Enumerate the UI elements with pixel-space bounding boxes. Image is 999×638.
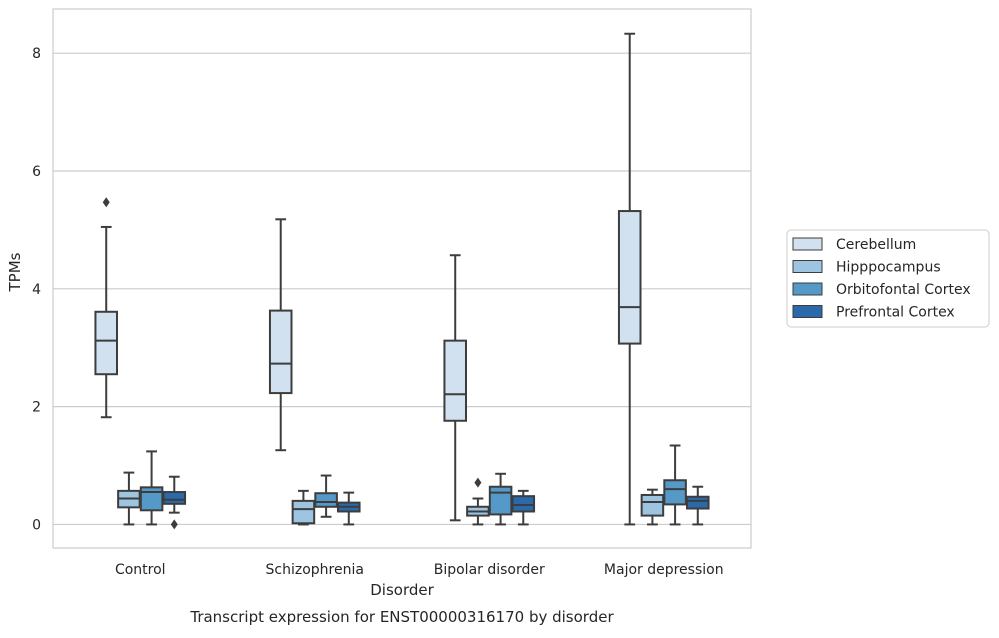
box-plot (139, 450, 164, 526)
box (511, 495, 536, 513)
y-axis-label: TPMs (6, 252, 24, 292)
box-plot (488, 472, 513, 526)
legend-label: Hipppocampus (836, 260, 941, 276)
legend-swatch (792, 237, 823, 251)
x-tick-label: Schizophrenia (266, 562, 364, 578)
y-tick-label: 0 (32, 517, 41, 533)
box-plot (617, 32, 642, 526)
box-plot (94, 197, 118, 419)
series-hipppocampus (117, 471, 665, 526)
box (162, 491, 187, 505)
box (640, 493, 665, 517)
legend-label: Orbitofontal Cortex (836, 282, 971, 298)
legend-swatch (792, 282, 823, 296)
box (663, 479, 687, 506)
legend-item: Hipppocampus (792, 260, 941, 276)
box (488, 485, 513, 516)
outlier-marker (102, 197, 110, 208)
legend-label: Prefrontal Cortex (836, 305, 955, 321)
y-tick-label: 4 (32, 282, 41, 298)
box-plot (117, 471, 141, 526)
legend-swatch (792, 260, 823, 273)
box (314, 492, 338, 508)
legend-frame (786, 229, 990, 328)
x-tick-label: Major depression (604, 562, 724, 578)
box-plot (640, 488, 665, 526)
x-tick-label: Bipolar disorder (434, 562, 545, 578)
box-plot (511, 489, 536, 526)
box-plot (268, 218, 293, 452)
outlier-marker (170, 519, 178, 530)
x-tick-label: Control (115, 562, 166, 578)
legend-item: Prefrontal Cortex (792, 305, 955, 321)
legend-label: Cerebellum (836, 237, 916, 253)
box-plot (314, 474, 338, 518)
series-cerebellum (94, 32, 642, 526)
series-orbitofontal-cortex (139, 444, 687, 526)
box (268, 309, 293, 395)
y-tick-label: 2 (32, 400, 41, 416)
x-axis-label: Disorder (370, 581, 434, 599)
box (443, 339, 467, 422)
legend-swatch (792, 305, 823, 318)
legend-item: Orbitofontal Cortex (792, 282, 971, 298)
y-tick-label: 6 (32, 164, 41, 180)
chart-caption: Transcript expression for ENST0000031617… (189, 608, 614, 626)
box (94, 310, 118, 376)
box (686, 495, 710, 510)
outlier-marker (474, 477, 482, 488)
box-plot (337, 491, 361, 526)
y-tick-label: 8 (32, 46, 41, 62)
box (139, 486, 164, 512)
x-tick-labels: Control Schizophrenia Bipolar disorder Majo… (115, 562, 724, 578)
box-series (94, 32, 710, 530)
box-plot (466, 477, 490, 526)
legend-item: Cerebellum (792, 237, 916, 253)
y-tick-labels: 0 2 4 6 8 (32, 46, 41, 533)
box (617, 210, 642, 345)
box-plot (686, 485, 710, 526)
plot-background (53, 9, 751, 548)
legend: Cerebellum Hipppocampus Orbitofontal Corte… (786, 229, 990, 328)
box (291, 499, 316, 525)
box-plot (443, 254, 467, 522)
box-plot (663, 444, 687, 526)
series-prefrontal-cortex (162, 475, 710, 530)
plot-frame (52, 8, 752, 549)
box-plot (162, 475, 187, 530)
box-plot (291, 489, 316, 526)
